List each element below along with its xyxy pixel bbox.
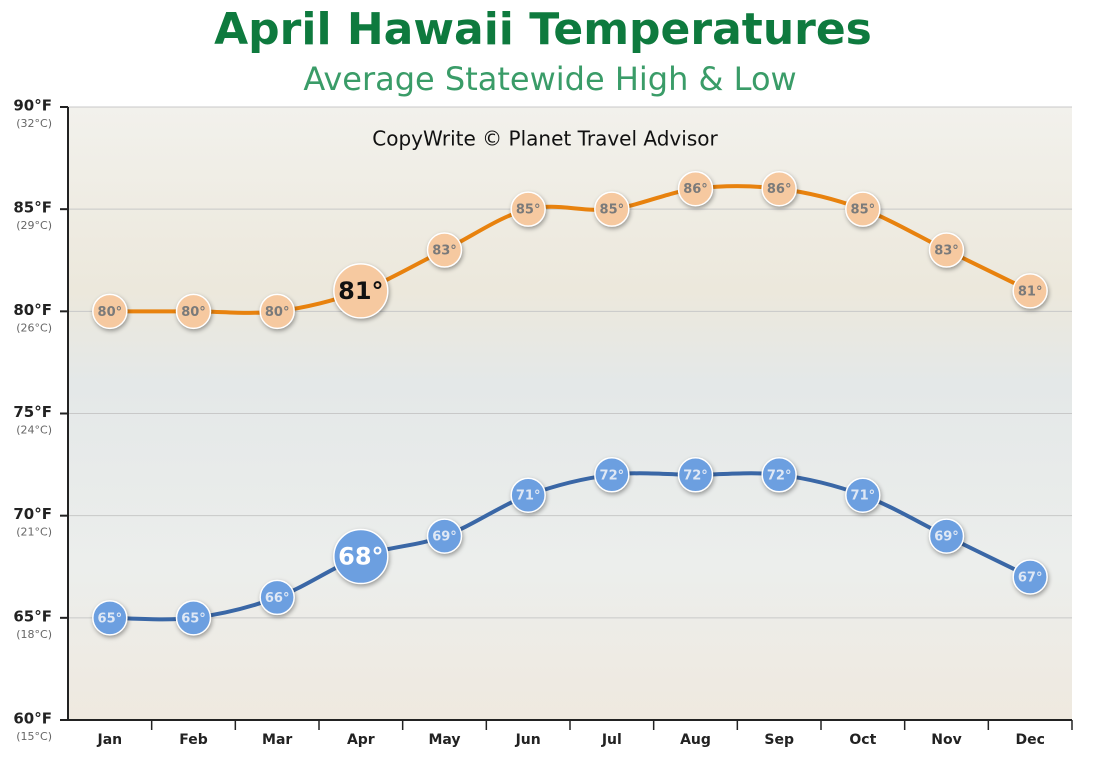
marker	[928, 518, 965, 554]
marker	[259, 293, 295, 330]
y-tick-label: 80°F	[13, 301, 52, 319]
data-label: 81°	[338, 277, 383, 305]
marker	[594, 457, 630, 493]
marker	[92, 600, 128, 636]
data-label: 65°	[98, 611, 123, 626]
y-tick-label: 75°F	[13, 403, 52, 421]
data-label: 85°	[516, 203, 541, 218]
x-tick-label: Sep	[764, 732, 794, 748]
marker	[259, 579, 295, 616]
data-label: 68°	[338, 543, 383, 571]
marker	[333, 263, 389, 319]
marker	[333, 528, 389, 585]
marker	[426, 518, 463, 554]
annotation: CopyWrite © Planet Travel Advisor	[372, 127, 718, 151]
data-label: 72°	[767, 468, 792, 483]
data-label: 65°	[181, 611, 206, 626]
marker	[761, 457, 797, 493]
marker	[92, 293, 128, 330]
marker	[175, 293, 212, 330]
y-tick-label: 70°F	[13, 505, 52, 523]
x-tick-label: Nov	[931, 732, 961, 748]
marker	[677, 170, 714, 207]
y-tick-label: 85°F	[13, 199, 52, 217]
data-label: 86°	[767, 182, 792, 197]
data-label: 85°	[851, 203, 876, 218]
data-label: 86°	[683, 182, 708, 197]
data-label: 83°	[934, 244, 959, 259]
x-tick-label: Aug	[680, 732, 711, 748]
data-label: 80°	[98, 305, 123, 320]
marker	[594, 191, 630, 227]
marker	[928, 232, 965, 268]
y-tick-label: 60°F	[13, 710, 52, 728]
data-label: 80°	[181, 305, 206, 320]
y-tick-sublabel: (26°C)	[16, 321, 52, 334]
x-tick-label: Oct	[849, 732, 876, 748]
data-label: 71°	[851, 489, 876, 504]
y-tick-sublabel: (32°C)	[16, 117, 52, 130]
x-tick-label: Jul	[601, 732, 622, 748]
data-label: 69°	[432, 530, 457, 545]
x-tick-label: Jun	[515, 732, 541, 748]
x-tick-label: May	[428, 732, 460, 748]
marker	[845, 191, 881, 227]
data-label: 67°	[1018, 570, 1043, 585]
data-label: 72°	[683, 468, 708, 483]
marker	[1012, 273, 1048, 309]
x-tick-label: Feb	[179, 732, 208, 748]
x-tick-label: Mar	[262, 732, 292, 748]
data-label: 85°	[600, 203, 625, 218]
y-tick-sublabel: (21°C)	[16, 526, 52, 539]
data-label: 83°	[432, 244, 457, 259]
y-tick-sublabel: (18°C)	[16, 628, 52, 641]
y-tick-sublabel: (24°C)	[16, 424, 52, 437]
marker	[761, 170, 797, 207]
marker	[1012, 559, 1048, 595]
y-tick-sublabel: (29°C)	[16, 219, 52, 232]
marker	[175, 600, 212, 636]
marker	[510, 477, 546, 513]
x-tick-label: Dec	[1015, 732, 1044, 748]
x-tick-label: Jan	[97, 732, 123, 748]
marker	[845, 477, 881, 513]
chart-title: April Hawaii Temperatures	[214, 4, 872, 55]
data-label: 72°	[600, 468, 625, 483]
data-label: 80°	[265, 305, 290, 320]
data-label: 66°	[265, 591, 290, 606]
chart-subtitle: Average Statewide High & Low	[303, 60, 796, 98]
data-label: 69°	[934, 530, 959, 545]
y-tick-label: 90°F	[13, 97, 52, 115]
data-label: 81°	[1018, 284, 1043, 299]
y-tick-label: 65°F	[13, 607, 52, 625]
marker	[426, 232, 463, 268]
data-label: 71°	[516, 489, 541, 504]
marker	[510, 191, 546, 227]
marker	[677, 457, 714, 493]
y-tick-sublabel: (15°C)	[16, 730, 52, 743]
x-tick-label: Apr	[347, 732, 375, 748]
